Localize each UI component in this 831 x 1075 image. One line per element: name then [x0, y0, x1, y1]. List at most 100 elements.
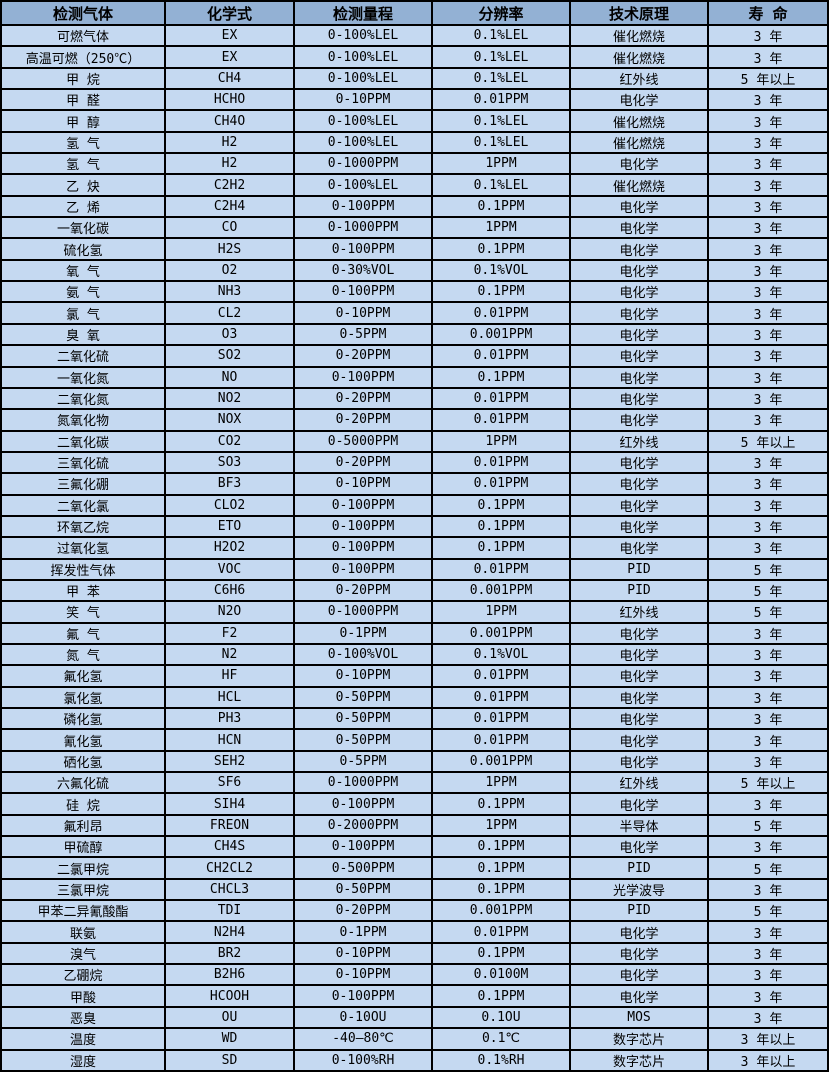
table-cell: 5 年以上 — [707, 66, 829, 91]
table-cell: PH3 — [164, 706, 295, 731]
table-cell: 1PPM — [431, 152, 571, 176]
table-cell: PID — [569, 557, 709, 581]
table-cell: 湿度 — [0, 1048, 166, 1072]
table-cell: 0-1000PPM — [293, 152, 433, 176]
table-cell: 0.1OU — [431, 1005, 571, 1030]
table-cell: 二氧化氮 — [0, 386, 166, 411]
table-cell: 0-50PPM — [293, 685, 433, 710]
table-cell: HF — [164, 664, 295, 688]
table-cell: CL2 — [164, 301, 295, 325]
table-cell: 0.1%LEL — [431, 173, 571, 197]
table-row: 氟化氢 HF 0-10PPM 0.01PPM 电化学 3 年 — [0, 664, 829, 688]
table-cell: WD — [164, 1027, 295, 1051]
table-cell: 1PPM — [431, 813, 571, 838]
table-row: 六氟化硫 SF6 0-1000PPM 1PPM 红外线 5 年以上 — [0, 771, 829, 795]
table-row: 氯 气 CL2 0-10PPM 0.01PPM 电化学 3 年 — [0, 301, 829, 325]
table-cell: MOS — [569, 1005, 709, 1030]
table-row: 甲 醇 CH4O 0-100%LEL 0.1%LEL 催化燃烧 3 年 — [0, 109, 829, 133]
table-cell: 0-10PPM — [293, 963, 433, 987]
table-cell: 二氧化氯 — [0, 493, 166, 517]
table-cell: 0-10PPM — [293, 664, 433, 688]
table-cell: 0.1%LEL — [431, 130, 571, 155]
table-cell: 甲 烷 — [0, 66, 166, 91]
table-row: 一氧化碳 CO 0-1000PPM 1PPM 电化学 3 年 — [0, 216, 829, 240]
table-cell: 0-100%LEL — [293, 23, 433, 48]
table-cell: 0.01PPM — [431, 920, 571, 944]
table-cell: CO2 — [164, 429, 295, 453]
table-cell: 硅 烷 — [0, 792, 166, 816]
table-cell: 0-50PPM — [293, 728, 433, 752]
table-cell: 电化学 — [569, 365, 709, 389]
table-cell: 挥发性气体 — [0, 557, 166, 581]
table-row: 氟 气 F2 0-1PPM 0.001PPM 电化学 3 年 — [0, 621, 829, 645]
table-cell: 硒化氢 — [0, 749, 166, 774]
table-cell: 催化燃烧 — [569, 173, 709, 197]
table-cell: 电化学 — [569, 322, 709, 347]
table-cell: 联氨 — [0, 920, 166, 944]
table-cell: 0-100PPM — [293, 194, 433, 219]
table-row: 氰化氢 HCN 0-50PPM 0.01PPM 电化学 3 年 — [0, 728, 829, 752]
table-row: 硒化氢 SEH2 0-5PPM 0.001PPM 电化学 3 年 — [0, 749, 829, 774]
table-cell: 0.1PPM — [431, 514, 571, 539]
table-cell: 0.001PPM — [431, 899, 571, 923]
table-cell: 电化学 — [569, 194, 709, 219]
table-cell: 0-1000PPM — [293, 600, 433, 624]
table-cell: 溴气 — [0, 941, 166, 966]
table-cell: 0.01PPM — [431, 664, 571, 688]
table-cell: 0-100%LEL — [293, 109, 433, 133]
table-cell: 0.1%LEL — [431, 23, 571, 48]
table-row: 氧 气 O2 0-30%VOL 0.1%VOL 电化学 3 年 — [0, 258, 829, 283]
table-cell: 0-10PPM — [293, 88, 433, 112]
table-row: 甲酸 HCOOH 0-100PPM 0.1PPM 电化学 3 年 — [0, 984, 829, 1008]
table-cell: H2 — [164, 152, 295, 176]
table-cell: 电化学 — [569, 493, 709, 517]
table-row: 甲 醛 HCHO 0-10PPM 0.01PPM 电化学 3 年 — [0, 88, 829, 112]
table-cell: 0.1%LEL — [431, 45, 571, 69]
table-cell: SEH2 — [164, 749, 295, 774]
table-cell: N2 — [164, 642, 295, 667]
table-row: 二氧化硫 SO2 0-20PPM 0.01PPM 电化学 3 年 — [0, 344, 829, 368]
table-cell: 3 年 — [707, 258, 829, 283]
table-cell: 0-100PPM — [293, 835, 433, 859]
table-cell: 0.01PPM — [431, 472, 571, 496]
table-cell: 0-30%VOL — [293, 258, 433, 283]
table-cell: 3 年 — [707, 664, 829, 688]
table-cell: 0-5000PPM — [293, 429, 433, 453]
table-cell: 1PPM — [431, 600, 571, 624]
table-cell: 3 年 — [707, 1005, 829, 1030]
table-row: 联氨 N2H4 0-1PPM 0.01PPM 电化学 3 年 — [0, 920, 829, 944]
table-cell: 甲 醇 — [0, 109, 166, 133]
table-cell: 红外线 — [569, 600, 709, 624]
table-cell: 0.1PPM — [431, 194, 571, 219]
table-cell: 0.01PPM — [431, 706, 571, 731]
table-cell: PID — [569, 899, 709, 923]
table-cell: 0-5PPM — [293, 322, 433, 347]
table-cell: 0.001PPM — [431, 578, 571, 603]
table-cell: 3 年 — [707, 472, 829, 496]
table-cell: PID — [569, 578, 709, 603]
table-cell: 电化学 — [569, 642, 709, 667]
table-cell: 0.01PPM — [431, 450, 571, 475]
table-cell: 催化燃烧 — [569, 109, 709, 133]
table-cell: 电化学 — [569, 664, 709, 688]
table-cell: 高温可燃（250℃） — [0, 45, 166, 69]
table-cell: 臭 氧 — [0, 322, 166, 347]
table-cell: FREON — [164, 813, 295, 838]
table-row: 三氯甲烷 CHCL3 0-50PPM 0.1PPM 光学波导 3 年 — [0, 877, 829, 902]
table-cell: 0-100%LEL — [293, 66, 433, 91]
table-cell: 3 年 — [707, 216, 829, 240]
table-cell: 甲 醛 — [0, 88, 166, 112]
table-row: 一氧化氮 NO 0-100PPM 0.1PPM 电化学 3 年 — [0, 365, 829, 389]
table-cell: CHCL3 — [164, 877, 295, 902]
table-cell: 0-100PPM — [293, 493, 433, 517]
table-cell: EX — [164, 23, 295, 48]
table-cell: 0-10PPM — [293, 472, 433, 496]
table-cell: 半导体 — [569, 813, 709, 838]
table-cell: 电化学 — [569, 835, 709, 859]
table-cell: 催化燃烧 — [569, 23, 709, 48]
table-cell: 环氧乙烷 — [0, 514, 166, 539]
table-cell: 3 年 — [707, 941, 829, 966]
table-cell: 3 年 — [707, 301, 829, 325]
table-cell: 0.1PPM — [431, 280, 571, 304]
table-cell: CLO2 — [164, 493, 295, 517]
